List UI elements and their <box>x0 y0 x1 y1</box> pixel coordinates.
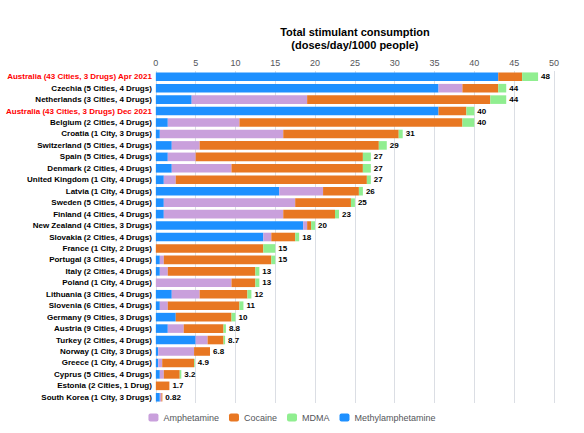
svg-text:Netherlands (3 Cities, 4 Drugs: Netherlands (3 Cities, 4 Drugs) <box>35 95 152 104</box>
svg-text:15: 15 <box>270 58 280 68</box>
svg-text:3.2: 3.2 <box>184 370 196 379</box>
svg-text:Austria (9 Cities, 4 Drugs): Austria (9 Cities, 4 Drugs) <box>54 324 152 333</box>
svg-text:Latvia (1 City, 4 Drugs): Latvia (1 City, 4 Drugs) <box>66 187 152 196</box>
svg-text:Spain (5 Cities, 4 Drugs): Spain (5 Cities, 4 Drugs) <box>60 152 152 161</box>
svg-text:Slovakia (2 Cities, 4 Drugs): Slovakia (2 Cities, 4 Drugs) <box>49 233 152 242</box>
svg-text:Germany (9 Cities, 3 Drugs): Germany (9 Cities, 3 Drugs) <box>47 313 152 322</box>
svg-text:Greece (1 City, 4 Drugs): Greece (1 City, 4 Drugs) <box>62 358 152 367</box>
svg-text:Sweden (5 Cities, 4 Drugs): Sweden (5 Cities, 4 Drugs) <box>51 198 152 207</box>
svg-text:20: 20 <box>310 58 320 68</box>
svg-text:50: 50 <box>549 58 559 68</box>
svg-text:8.8: 8.8 <box>229 324 241 333</box>
svg-text:40: 40 <box>477 118 486 127</box>
svg-text:44: 44 <box>509 84 518 93</box>
svg-text:27: 27 <box>374 152 383 161</box>
svg-text:25: 25 <box>350 58 360 68</box>
svg-text:Denmark (2 Cities, 4 Drugs): Denmark (2 Cities, 4 Drugs) <box>47 164 152 173</box>
svg-text:13: 13 <box>262 278 271 287</box>
svg-text:15: 15 <box>278 244 287 253</box>
svg-text:40: 40 <box>477 107 486 116</box>
svg-text:27: 27 <box>374 175 383 184</box>
svg-text:France (1 City, 2 Drugs): France (1 City, 2 Drugs) <box>63 244 153 253</box>
svg-text:23: 23 <box>342 210 351 219</box>
svg-text:Belgium (2 Cities, 4 Drugs): Belgium (2 Cities, 4 Drugs) <box>50 118 152 127</box>
svg-text:Estonia (2 Cities, 1 Drug): Estonia (2 Cities, 1 Drug) <box>57 381 152 390</box>
svg-text:10: 10 <box>230 58 240 68</box>
svg-text:25: 25 <box>358 198 367 207</box>
svg-text:United Kingdom (1 City, 4 Drug: United Kingdom (1 City, 4 Drugs) <box>27 175 152 184</box>
svg-text:New Zealand (4 Cities, 3 Drugs: New Zealand (4 Cities, 3 Drugs) <box>33 221 152 230</box>
svg-text:Lithuania (3 Cities, 4 Drugs): Lithuania (3 Cities, 4 Drugs) <box>46 290 152 299</box>
svg-text:45: 45 <box>509 58 519 68</box>
svg-text:Slovenia (6 Cities, 4 Drugs): Slovenia (6 Cities, 4 Drugs) <box>49 301 152 310</box>
svg-text:Czechia (5 Cities, 4 Drugs): Czechia (5 Cities, 4 Drugs) <box>51 84 152 93</box>
svg-text:10: 10 <box>238 313 247 322</box>
svg-text:0.82: 0.82 <box>165 393 181 402</box>
svg-text:11: 11 <box>246 301 255 310</box>
svg-text:Amphetamine: Amphetamine <box>163 413 219 423</box>
svg-text:18: 18 <box>302 233 311 242</box>
svg-text:Portugal (3 Cities, 4 Drugs): Portugal (3 Cities, 4 Drugs) <box>49 255 152 264</box>
svg-text:Cyprus (5 Cities, 4 Drugs): Cyprus (5 Cities, 4 Drugs) <box>54 370 152 379</box>
svg-text:48: 48 <box>541 72 550 81</box>
svg-text:Methylamphetamine: Methylamphetamine <box>355 413 436 423</box>
svg-text:30: 30 <box>390 58 400 68</box>
svg-text:12: 12 <box>254 290 263 299</box>
svg-text:20: 20 <box>318 221 327 230</box>
svg-text:Norway (1 City, 3 Drugs): Norway (1 City, 3 Drugs) <box>60 347 152 356</box>
svg-text:MDMA: MDMA <box>302 413 330 423</box>
svg-text:44: 44 <box>509 95 518 104</box>
svg-text:Total stimulant consumption: Total stimulant consumption <box>280 26 430 38</box>
svg-text:26: 26 <box>366 187 375 196</box>
svg-text:35: 35 <box>430 58 440 68</box>
svg-text:Italy (2 Cities, 4 Drugs): Italy (2 Cities, 4 Drugs) <box>66 267 153 276</box>
svg-text:Finland (4 Cities, 4 Drugs): Finland (4 Cities, 4 Drugs) <box>53 210 152 219</box>
svg-text:Cocaine: Cocaine <box>244 413 277 423</box>
svg-text:Switzerland (5 Cities, 4 Drugs: Switzerland (5 Cities, 4 Drugs) <box>37 141 152 150</box>
svg-text:Australia (43 Cities, 3 Drugs): Australia (43 Cities, 3 Drugs) Apr 2021 <box>7 72 152 81</box>
svg-text:8.7: 8.7 <box>228 336 240 345</box>
svg-text:27: 27 <box>374 164 383 173</box>
svg-text:15: 15 <box>278 255 287 264</box>
svg-text:Croatia (1 City, 3 Drugs): Croatia (1 City, 3 Drugs) <box>61 129 152 138</box>
svg-text:Australia (43 Cities, 3 Drugs): Australia (43 Cities, 3 Drugs) Dec 2021 <box>6 107 152 116</box>
svg-text:0: 0 <box>153 58 158 68</box>
svg-text:4.9: 4.9 <box>198 358 210 367</box>
svg-text:South Korea (1 City, 3 Drugs): South Korea (1 City, 3 Drugs) <box>41 393 152 402</box>
svg-text:29: 29 <box>390 141 399 150</box>
svg-text:1.7: 1.7 <box>172 381 184 390</box>
svg-text:31: 31 <box>406 129 415 138</box>
svg-text:40: 40 <box>469 58 479 68</box>
svg-text:13: 13 <box>262 267 271 276</box>
svg-text:Poland (1 City, 4 Drugs): Poland (1 City, 4 Drugs) <box>62 278 152 287</box>
svg-text:Turkey (2 Cities, 4 Drugs): Turkey (2 Cities, 4 Drugs) <box>56 336 152 345</box>
svg-text:5: 5 <box>193 58 198 68</box>
svg-text:(doses/day/1000 people): (doses/day/1000 people) <box>291 39 418 51</box>
svg-text:6.8: 6.8 <box>213 347 225 356</box>
